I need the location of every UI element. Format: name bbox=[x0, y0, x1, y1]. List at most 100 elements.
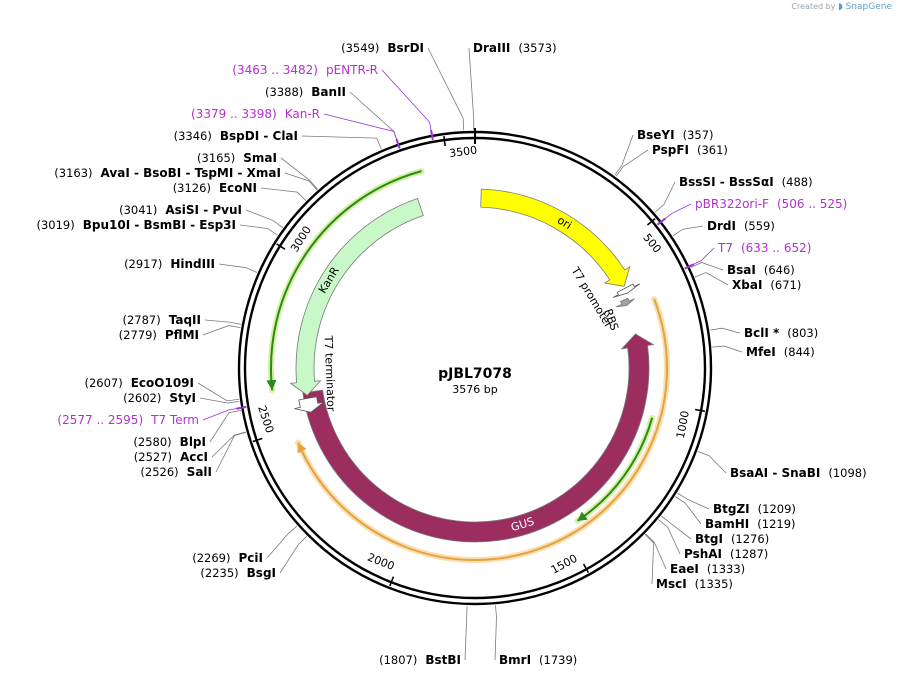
backbone bbox=[237, 128, 713, 606]
site-position: (844) bbox=[784, 345, 815, 359]
site-name: T7 bbox=[717, 241, 733, 255]
site-position: (1209) bbox=[758, 502, 796, 516]
feature-arrow-rbs bbox=[616, 297, 635, 308]
feature-label: T7 terminator bbox=[322, 335, 338, 413]
leader-line bbox=[645, 533, 667, 570]
snapgene-logo-icon: ◗ bbox=[837, 2, 843, 12]
site-label: (3019) Bpu10I - BsmBI - Esp3I bbox=[36, 218, 236, 232]
site-position: (1333) bbox=[707, 562, 745, 576]
site-position: (2602) bbox=[123, 391, 161, 405]
tick-mark bbox=[389, 576, 395, 587]
site-name: BsaAI - SnaBI bbox=[730, 466, 820, 480]
site-name: EcoNI bbox=[219, 181, 257, 195]
site-position: (1287) bbox=[730, 547, 768, 561]
site-position: (559) bbox=[744, 219, 775, 233]
site-position: (2269) bbox=[192, 551, 230, 565]
leader-line bbox=[675, 496, 702, 525]
site-position: (633 .. 652) bbox=[741, 241, 811, 255]
site-position: (3346) bbox=[174, 129, 212, 143]
site-label: (2779) PflMI bbox=[119, 328, 199, 342]
leader-line bbox=[349, 91, 399, 143]
tick-label: 2000 bbox=[366, 551, 397, 573]
site-label: (3041) AsiSI - PvuI bbox=[119, 203, 242, 217]
primer-mark bbox=[656, 217, 666, 226]
site-position: (2917) bbox=[124, 257, 162, 271]
site-position: (1807) bbox=[379, 653, 417, 667]
site-position: (2779) bbox=[119, 328, 157, 342]
feature-arrow-gus bbox=[302, 333, 655, 543]
site-name: BsgI bbox=[247, 566, 276, 580]
tick-mark bbox=[276, 243, 286, 250]
leader-line bbox=[211, 431, 246, 458]
leader-line bbox=[323, 113, 399, 143]
leader-line bbox=[202, 325, 241, 336]
tick-label: 3500 bbox=[448, 144, 477, 161]
leader-line bbox=[301, 135, 382, 150]
tick-label: 1000 bbox=[674, 410, 692, 440]
site-label: EaeI (1333) bbox=[670, 562, 745, 576]
site-position: (1335) bbox=[695, 577, 733, 591]
site-label: (2917) HindIII bbox=[124, 257, 215, 271]
plasmid-name: pJBL7078 bbox=[438, 366, 512, 382]
leader-line bbox=[239, 224, 278, 236]
site-position: (2607) bbox=[84, 376, 122, 390]
site-name: pENTR-R bbox=[326, 63, 378, 77]
site-name: BstBI bbox=[425, 653, 461, 667]
orf-arrowhead bbox=[266, 379, 277, 391]
leader-line bbox=[381, 69, 433, 135]
site-position: (1739) bbox=[539, 653, 577, 667]
orf-arrowhead bbox=[297, 442, 307, 454]
site-position: (2527) bbox=[134, 450, 172, 464]
site-label: (2526) SalI bbox=[140, 465, 212, 479]
site-name: BsrDI bbox=[387, 41, 424, 55]
site-position: (3388) bbox=[265, 85, 303, 99]
leader-line bbox=[709, 327, 741, 334]
tick-mark bbox=[252, 437, 263, 443]
orf-arc bbox=[297, 298, 668, 561]
site-name: MscI bbox=[656, 577, 687, 591]
plasmid-length: 3576 bp bbox=[452, 383, 497, 396]
site-name: T7 Term bbox=[150, 413, 199, 427]
orf-glow bbox=[295, 296, 670, 563]
site-label: MfeI (844) bbox=[746, 345, 815, 359]
site-position: (3126) bbox=[173, 181, 211, 195]
site-name: BmrI bbox=[499, 653, 531, 667]
feature-arrow-kanr bbox=[289, 197, 424, 396]
snapgene-logo: ◗ SnapGene bbox=[838, 2, 892, 12]
leader-line bbox=[199, 397, 240, 404]
site-name: Bpu10I - BsmBI - Esp3I bbox=[83, 218, 236, 232]
leader-line bbox=[197, 382, 240, 402]
site-name: EaeI bbox=[670, 562, 699, 576]
orf-arc bbox=[270, 170, 422, 391]
site-label: (2602) StyI bbox=[123, 391, 196, 405]
orf-glow bbox=[268, 168, 425, 394]
site-position: (3041) bbox=[119, 203, 157, 217]
site-label: PspFI (361) bbox=[652, 143, 728, 157]
site-name: BamHI bbox=[705, 517, 749, 531]
site-name: HindIII bbox=[170, 257, 215, 271]
site-label: XbaI (671) bbox=[732, 278, 801, 292]
site-label: pBR322ori-F (506 .. 525) bbox=[695, 197, 847, 211]
leader-line bbox=[694, 272, 729, 286]
leader-line bbox=[661, 515, 692, 540]
site-position: (2577 .. 2595) bbox=[57, 413, 143, 427]
site-position: (3549) bbox=[341, 41, 379, 55]
site-name: BclI * bbox=[744, 326, 780, 340]
leader-line bbox=[654, 181, 676, 213]
site-label: BclI * (803) bbox=[744, 326, 818, 340]
orf-arrowhead bbox=[577, 511, 588, 521]
site-name: BspDI - ClaI bbox=[220, 129, 298, 143]
site-name: MfeI bbox=[746, 345, 776, 359]
site-name: BtgI bbox=[695, 532, 723, 546]
leader-line bbox=[260, 187, 307, 201]
tick-label: 1500 bbox=[549, 552, 580, 577]
orf-arcs bbox=[266, 168, 670, 563]
leader-line bbox=[468, 47, 475, 131]
leader-line bbox=[215, 432, 246, 473]
site-label: BsaAI - SnaBI (1098) bbox=[730, 466, 867, 480]
site-label: (2580) BlpI bbox=[133, 435, 206, 449]
site-name: SmaI bbox=[243, 151, 277, 165]
site-position: (803) bbox=[787, 326, 818, 340]
leader-line bbox=[494, 605, 497, 661]
